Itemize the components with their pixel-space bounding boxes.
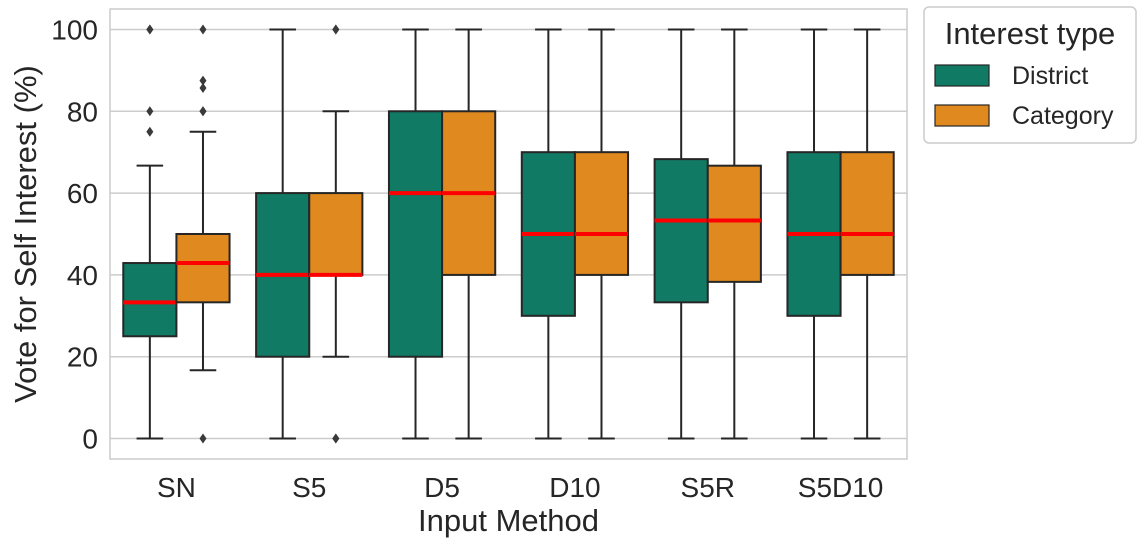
iqr-box: [706, 164, 762, 283]
outlier-point: [199, 75, 207, 86]
box-category-d10: [573, 28, 630, 440]
y-tick-label: 40: [67, 260, 98, 291]
box-plot-series: [122, 24, 895, 444]
iqr-box: [175, 233, 231, 304]
y-tick-label: 20: [67, 342, 98, 373]
x-tick-label: D5: [424, 472, 460, 503]
x-tick-label: S5: [292, 472, 326, 503]
x-axis-label: Input Method: [418, 503, 599, 538]
outlier-point: [146, 106, 154, 117]
box-district-d5: [387, 28, 444, 440]
x-tick-label: D10: [549, 472, 600, 503]
outlier-point: [332, 433, 340, 444]
box-district-sn: [122, 24, 178, 440]
y-tick-label: 80: [67, 96, 98, 127]
x-tick-label: S5D10: [798, 472, 884, 503]
x-tick-label: S5R: [681, 472, 735, 503]
outlier-point: [146, 126, 154, 137]
outlier-point: [199, 82, 207, 93]
box-category-sn: [175, 24, 231, 444]
outlier-point: [199, 24, 207, 35]
legend-swatch: [934, 104, 990, 127]
box-district-s5r: [653, 28, 709, 440]
box-category-s5: [308, 24, 364, 444]
iqr-box: [308, 192, 364, 276]
y-tick-label: 100: [51, 14, 98, 45]
legend-swatch: [934, 64, 990, 87]
legend-label: District: [1012, 62, 1088, 90]
outlier-point: [199, 433, 207, 444]
iqr-box: [387, 110, 444, 358]
iqr-box: [839, 151, 895, 276]
outlier-point: [199, 106, 207, 117]
y-tick-label: 0: [82, 424, 98, 455]
legend: Interest type District Category: [923, 6, 1137, 144]
box-district-s5: [255, 28, 311, 440]
outlier-point: [332, 24, 340, 35]
box-category-s5d10: [839, 28, 895, 440]
outlier-point: [146, 24, 154, 35]
iqr-box: [653, 158, 709, 304]
legend-entries: District Category: [934, 62, 1114, 130]
y-tick-label: 60: [67, 178, 98, 209]
box-district-s5d10: [786, 28, 842, 440]
legend-title: Interest type: [945, 16, 1116, 51]
iqr-box: [122, 262, 178, 338]
iqr-box: [573, 151, 630, 276]
box-category-d5: [441, 28, 497, 440]
x-tick-label: SN: [157, 472, 196, 503]
legend-label: Category: [1012, 102, 1114, 130]
x-axis-ticks: SN S5 D5 D10 S5R S5D10: [157, 472, 883, 503]
box-category-s5r: [706, 28, 762, 440]
grid-lines: [110, 28, 907, 440]
y-axis-label: Vote for Self Interest (%): [8, 65, 43, 403]
y-axis-ticks: 0 20 40 60 80 100: [51, 14, 98, 454]
plot-frame: [109, 8, 908, 460]
box-district-d10: [520, 28, 576, 440]
